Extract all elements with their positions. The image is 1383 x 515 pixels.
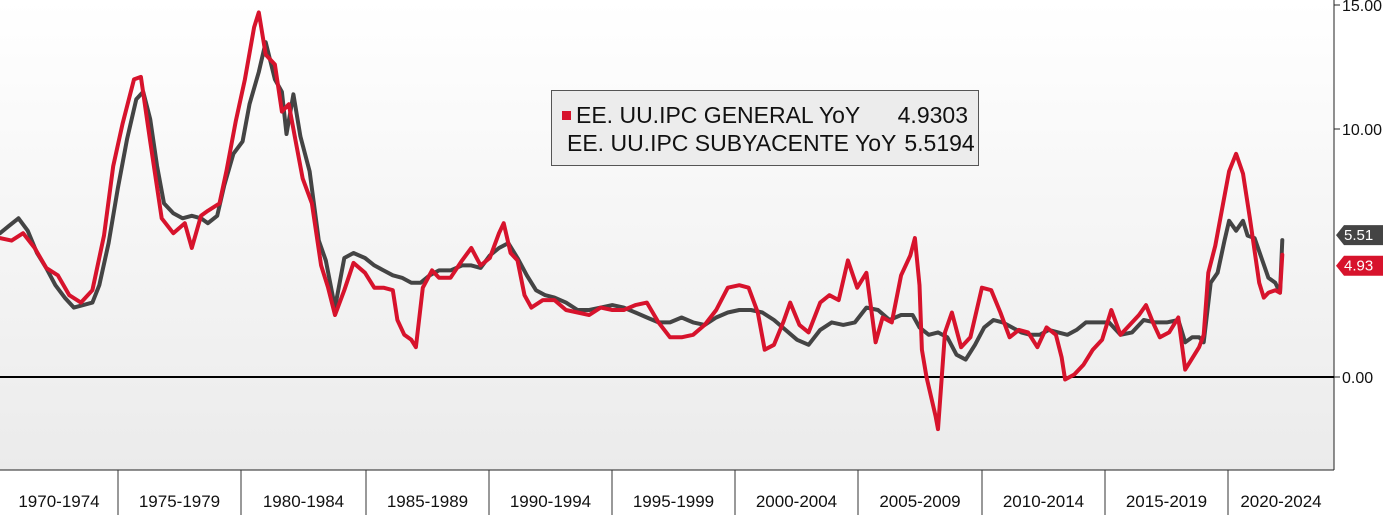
series-layer [0, 10, 1285, 432]
y-tick-label: 15.00 [1342, 0, 1382, 15]
end-label-shape [1336, 255, 1383, 276]
end-labels: 5.51 4.93 [1336, 225, 1383, 276]
end-label-text: 5.51 [1344, 227, 1373, 244]
x-period-label: 2020-2024 [1240, 492, 1321, 511]
x-period-label: 1970-1974 [18, 492, 99, 511]
x-axis-periods: 1970-1974 1975-1979 1980-1984 1985-1989 1990… [18, 470, 1322, 515]
end-label-shape [1336, 225, 1383, 246]
x-period-label: 1990-1994 [510, 492, 591, 511]
x-period-label: 2010-2014 [1003, 492, 1084, 511]
y-tick-label: 0.00 [1342, 370, 1373, 387]
x-period-label: 1995-1999 [633, 492, 714, 511]
y-axis-ticks: 15.00 10.00 0.00 [1334, 0, 1382, 387]
x-period-label: 2005-2009 [879, 492, 960, 511]
plot-area [0, 0, 1334, 470]
legend-label-core: EE. UU.IPC SUBYACENTE YoY [567, 129, 897, 156]
end-label-badge: 4.93 [1336, 255, 1383, 276]
legend: EE. UU.IPC GENERAL YoY 4.9303 EE. UU.IPC… [551, 90, 979, 166]
x-period-label: 1985-1989 [387, 492, 468, 511]
x-period-label: 2000-2004 [756, 492, 837, 511]
x-period-label: 2015-2019 [1126, 492, 1207, 511]
legend-value-core: 5.5194 [904, 129, 975, 156]
legend-swatch-general [562, 110, 571, 120]
series-line-general [0, 10, 1285, 432]
legend-value-general: 4.9303 [897, 101, 968, 128]
x-period-label: 1980-1984 [263, 492, 344, 511]
legend-item-general: EE. UU.IPC GENERAL YoY 4.9303 [562, 101, 968, 129]
end-label-badge: 5.51 [1336, 225, 1383, 246]
end-label-text: 4.93 [1344, 258, 1373, 275]
legend-label-general: EE. UU.IPC GENERAL YoY [576, 101, 861, 128]
y-tick-label: 10.00 [1342, 122, 1382, 139]
legend-item-core: EE. UU.IPC SUBYACENTE YoY 5.5194 [562, 129, 975, 157]
x-period-label: 1975-1979 [139, 492, 220, 511]
